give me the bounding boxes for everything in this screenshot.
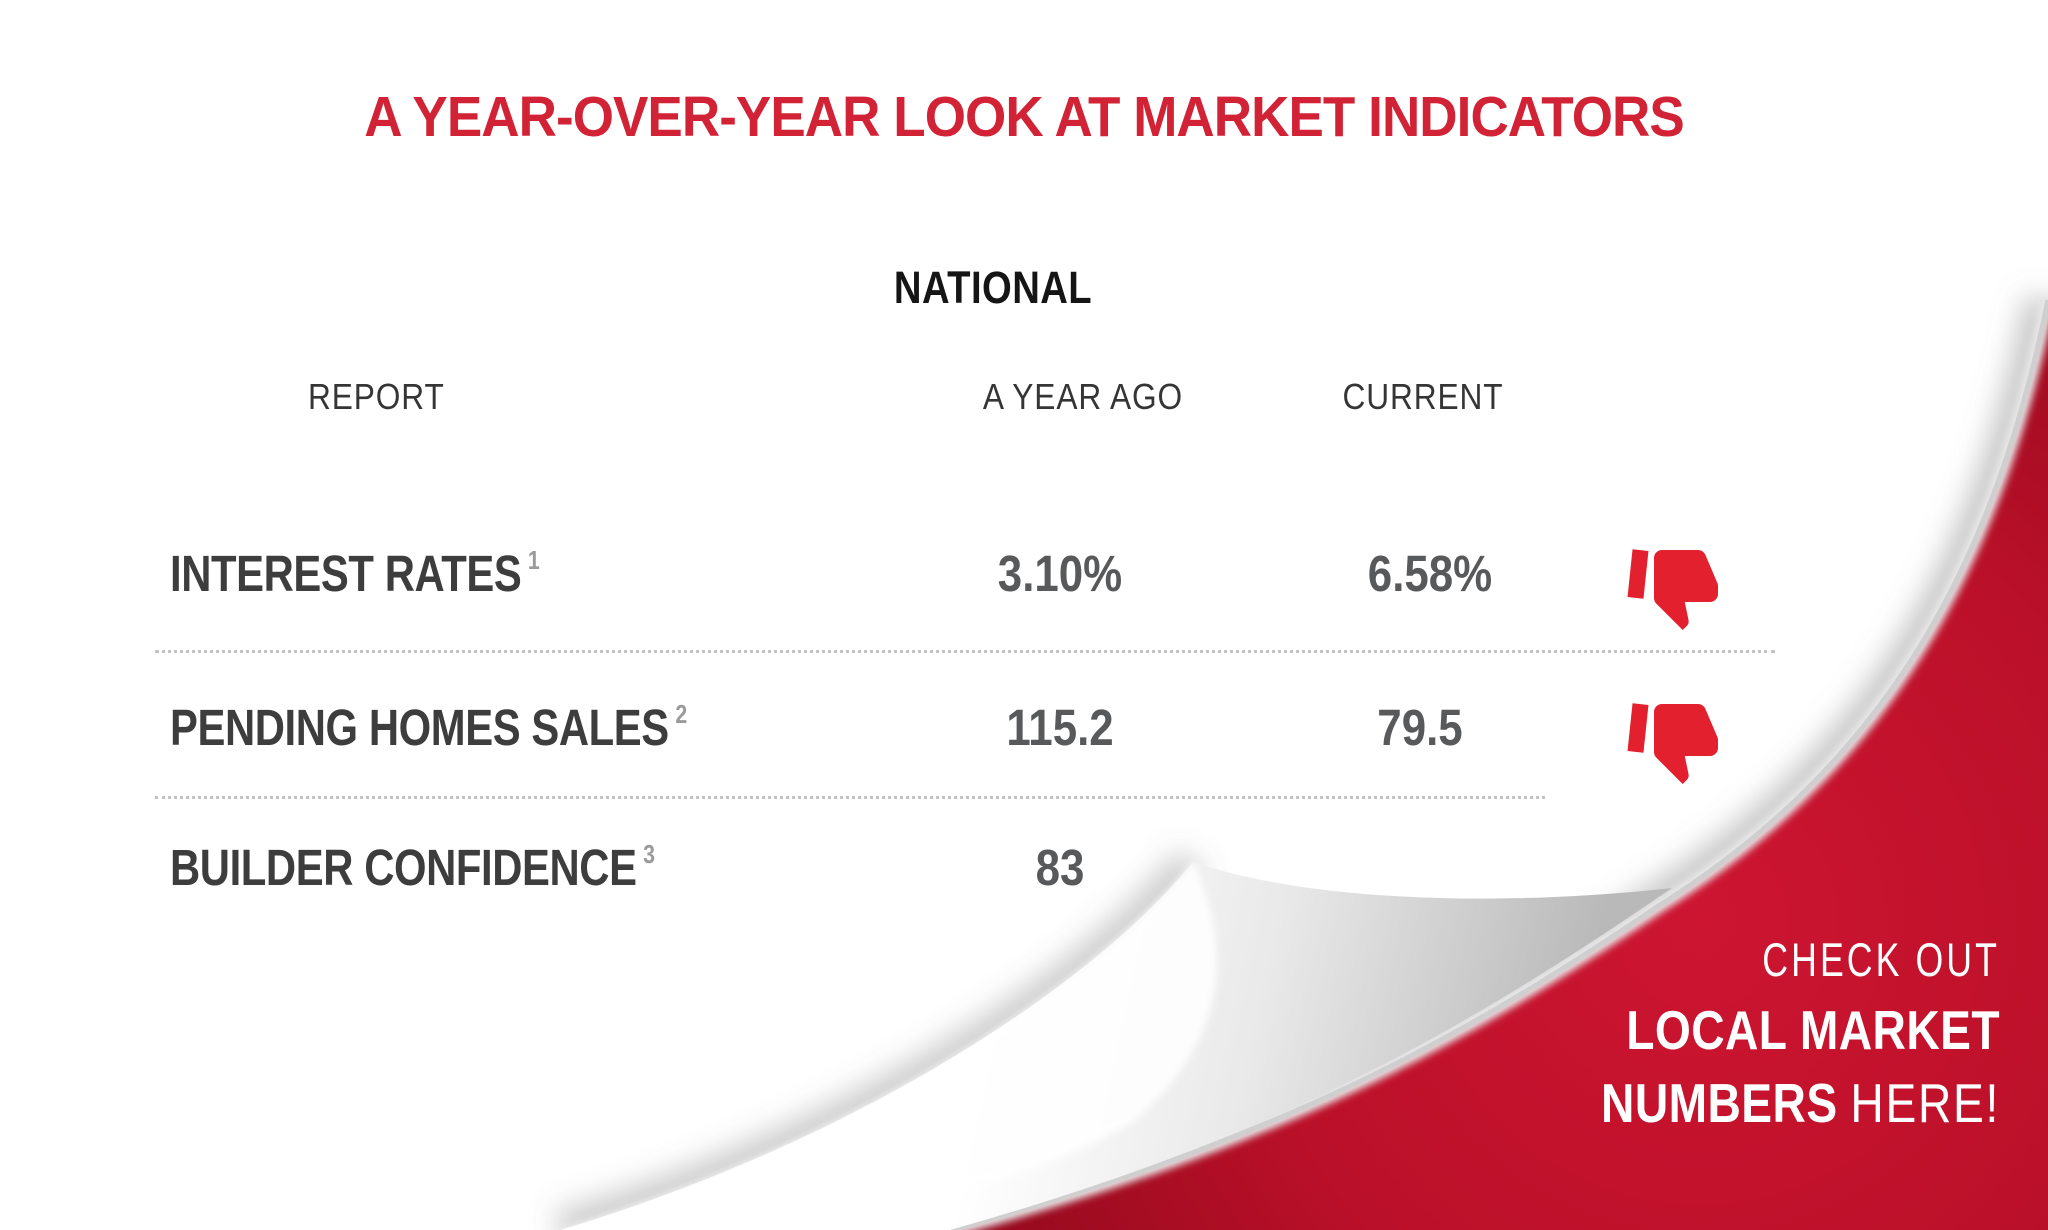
cta-numbers-text: NUMBERS: [1601, 1072, 1838, 1134]
thumbs-down-icon: [1626, 692, 1722, 788]
cta-line-local-market: LOCAL MARKET: [1626, 999, 2000, 1061]
row-label-text: INTEREST RATES: [170, 545, 522, 602]
row-label-text: PENDING HOMES SALES: [170, 699, 669, 756]
section-label-national: NATIONAL: [893, 262, 1093, 313]
footnote-marker: 2: [675, 699, 688, 729]
row-divider: [155, 650, 1775, 653]
thumbs-down-icon: [1626, 538, 1722, 634]
cta-here-text: HERE!: [1850, 1072, 2000, 1134]
cell-interest-rates-current: 6.58%: [1367, 545, 1493, 602]
row-label-pending-homes-sales: PENDING HOMES SALES 2: [170, 698, 687, 757]
footnote-marker: 3: [643, 839, 656, 869]
cta-line-numbers-here: NUMBERS HERE!: [1538, 1076, 2000, 1131]
cell-interest-rates-year-ago: 3.10%: [997, 545, 1123, 602]
footnote-marker: 1: [527, 545, 540, 575]
local-market-cta[interactable]: CHECK OUT LOCAL MARKET NUMBERS HERE!: [1450, 936, 2000, 1131]
cell-pending-homes-sales-year-ago: 115.2: [1006, 699, 1114, 756]
row-label-interest-rates: INTEREST RATES 1: [170, 544, 540, 603]
row-label-builder-confidence: BUILDER CONFIDENCE 3: [170, 838, 655, 897]
page-title: A YEAR-OVER-YEAR LOOK AT MARKET INDICATO…: [364, 85, 1685, 149]
row-divider: [155, 796, 1545, 799]
cell-pending-homes-sales-current: 79.5: [1377, 699, 1463, 756]
cta-line-check-out: CHECK OUT: [1762, 933, 2000, 986]
column-header-report: REPORT: [308, 376, 445, 417]
column-header-year-ago: A YEAR AGO: [982, 376, 1184, 417]
column-header-current: CURRENT: [1342, 376, 1504, 417]
row-label-text: BUILDER CONFIDENCE: [170, 839, 637, 896]
cell-builder-confidence-year-ago: 83: [1035, 839, 1085, 896]
